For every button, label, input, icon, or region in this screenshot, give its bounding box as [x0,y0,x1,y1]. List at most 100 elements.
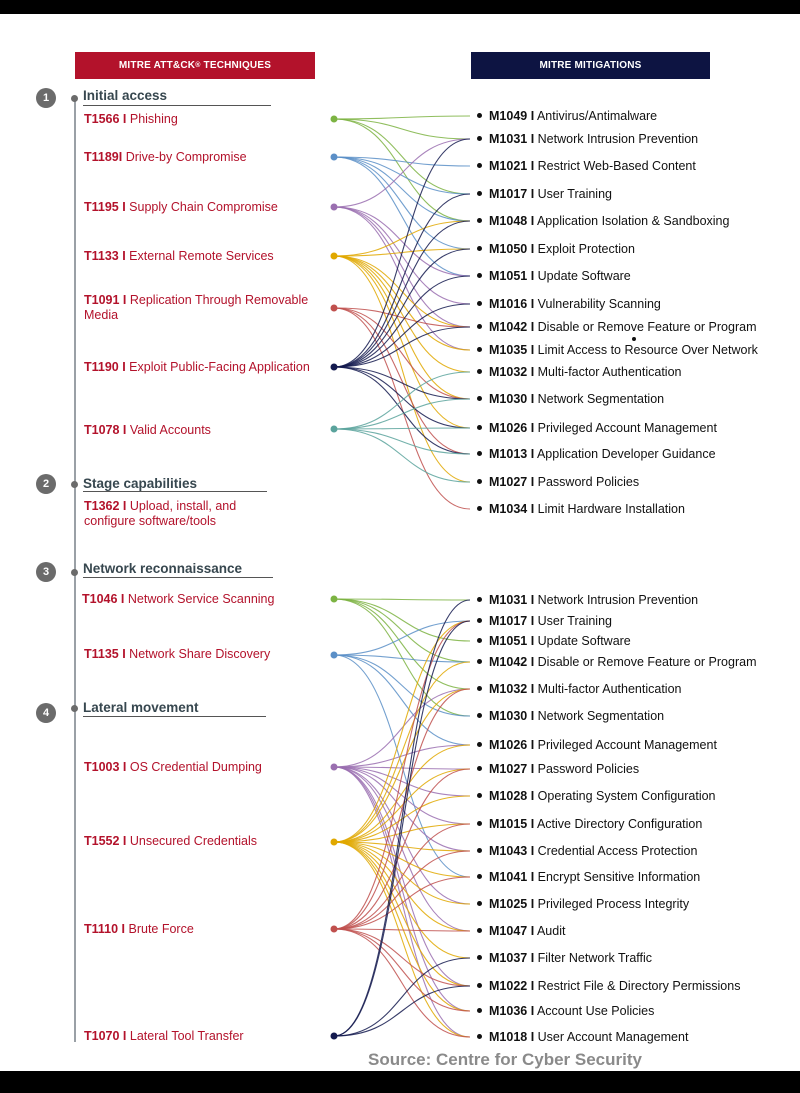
mitigations-header-text: MITRE MITIGATIONS [539,60,642,71]
technique-t1003: T1003 I OS Credential Dumping [84,760,320,775]
link-a-5-12 [333,366,471,429]
mitigation-id: M1047 I [489,924,535,938]
bullet-icon [477,742,482,748]
stage-number-1: 1 [36,88,56,108]
link-a-5-1 [333,138,471,368]
mitigation-name: Update Software [534,634,631,648]
bullet-icon [477,218,482,224]
mitigation-a-m1017: M1017 I User Training [477,187,612,201]
top-black-bar [0,0,800,14]
technique-t1190: T1190 I Exploit Public-Facing Applicatio… [84,360,320,375]
technique-name: Lateral Tool Transfer [126,1029,244,1043]
technique-id: T1133 I [84,249,126,263]
link-b-10-17 [333,766,471,1038]
technique-node-12 [330,925,338,933]
link-b-11-9 [333,823,471,843]
link-b-10-9 [333,766,471,825]
link-a-0-0 [333,115,471,120]
technique-node-6 [330,425,338,433]
technique-t1362: T1362 I Upload, install, and configure s… [84,499,254,529]
link-b-10-4 [333,688,471,768]
stage-dot-1 [71,95,78,102]
mitigation-id: M1042 I [489,320,535,334]
bullet-icon [477,163,482,169]
mitigation-a-m1021: M1021 I Restrict Web-Based Content [477,159,696,173]
mitigation-name: Multi-factor Authentication [534,682,682,696]
technique-node-0 [330,115,338,123]
mitigation-name: User Training [534,187,612,201]
link-a-1-6 [333,156,471,277]
technique-name: Replication Through Removable Media [84,293,309,322]
mitigation-a-m1032: M1032 I Multi-factor Authentication [477,365,681,379]
link-a-6-10 [333,371,471,430]
mitigation-a-m1031: M1031 I Network Intrusion Prevention [477,132,698,146]
link-a-3-10 [333,255,471,373]
link-b-11-7 [333,768,471,843]
mitigation-name: Privileged Account Management [534,421,717,435]
technique-node-9 [330,651,338,659]
mitigation-id: M1032 I [489,682,535,696]
technique-node-3 [330,252,338,260]
link-b-11-11 [333,841,471,878]
techniques-header-text: MITRE ATT&CK [118,60,196,71]
mitigation-name: Network Intrusion Prevention [534,593,699,607]
link-b-12-9 [333,823,471,930]
link-b-8-0 [333,598,471,601]
mitigation-id: M1030 I [489,709,535,723]
stray-dot [632,337,636,341]
mitigation-id: M1050 I [489,242,535,256]
bullet-icon [477,955,482,961]
link-b-8-4 [333,598,471,690]
mitigation-b-m1047: M1047 I Audit [477,924,565,938]
mitigation-name: Credential Access Protection [534,844,698,858]
mitigation-name: Limit Hardware Installation [534,502,685,516]
mitigation-a-m1048: M1048 I Application Isolation & Sandboxi… [477,214,729,228]
bullet-icon [477,1008,482,1014]
stage-title-lateral-movement: Lateral movement [83,700,199,715]
mitigation-name: Application Isolation & Sandboxing [534,214,730,228]
link-b-10-6 [333,744,471,768]
technique-name: Supply Chain Compromise [125,200,278,214]
link-a-3-14 [333,255,471,483]
mitigation-b-m1042: M1042 I Disable or Remove Feature or Pro… [477,655,756,669]
mitigation-id: M1015 I [489,817,535,831]
mitigation-a-m1050: M1050 I Exploit Protection [477,242,635,256]
technique-name: OS Credential Dumping [126,760,262,774]
mitigation-id: M1027 I [489,762,535,776]
mitigation-name: Audit [534,924,566,938]
mitigation-id: M1017 I [489,614,535,628]
link-b-9-5 [333,654,471,717]
technique-id: T1003 I [84,760,127,774]
mitigation-name: Privileged Account Management [534,738,717,752]
stage-underline-1 [83,105,271,106]
mitigation-id: M1048 I [489,214,535,228]
mitigation-name: Privileged Process Integrity [534,897,690,911]
technique-node-8 [330,595,338,603]
link-a-3-11 [333,255,471,400]
bullet-icon [477,347,482,353]
mitigation-name: Vulnerability Scanning [534,297,661,311]
link-b-13-0 [333,599,471,1037]
bullet-icon [477,659,482,665]
stage-underline-2 [83,491,267,492]
mitigation-id: M1035 I [489,343,535,357]
mitigation-id: M1051 I [489,634,535,648]
mitigation-id: M1021 I [489,159,535,173]
mitigation-b-m1031: M1031 I Network Intrusion Prevention [477,593,698,607]
technique-name: Network Service Scanning [124,592,275,606]
link-a-3-8 [333,255,471,328]
bullet-icon [477,506,482,512]
link-b-11-17 [333,841,471,1038]
mitigation-id: M1026 I [489,738,535,752]
technique-name: Phishing [126,112,178,126]
mitigation-id: M1025 I [489,897,535,911]
link-b-8-3 [333,598,471,663]
stage-number-2: 2 [36,474,56,494]
mitigation-a-m1030: M1030 I Network Segmentation [477,392,664,406]
link-a-6-14 [333,428,471,483]
link-b-11-14 [333,841,471,959]
link-a-4-11 [333,307,471,400]
mitigation-id: M1037 I [489,951,535,965]
stage-dot-4 [71,705,78,712]
